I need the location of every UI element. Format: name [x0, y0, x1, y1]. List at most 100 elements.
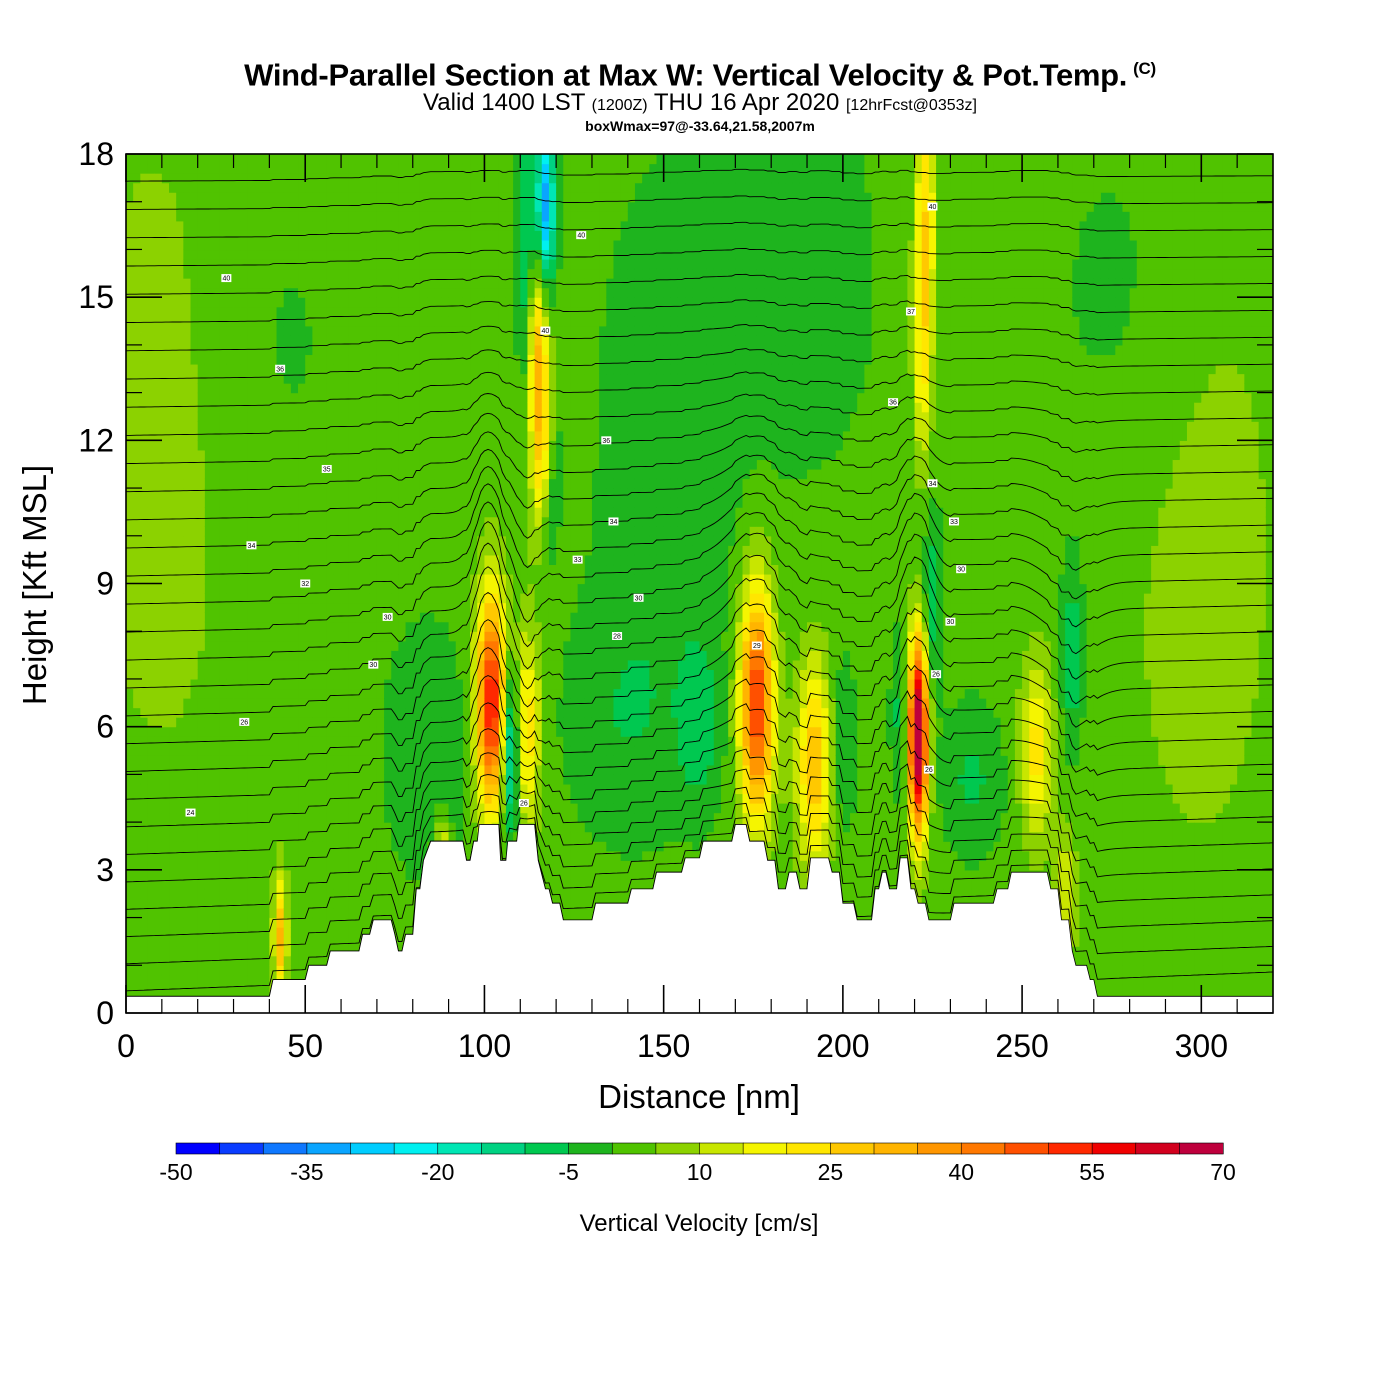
field-cell: [240, 726, 249, 737]
field-cell: [140, 383, 149, 394]
field-cell: [412, 698, 421, 709]
field-cell: [197, 478, 206, 489]
field-cell: [233, 373, 242, 384]
field-cell: [412, 726, 421, 737]
field-cell: [219, 583, 227, 594]
field-cell: [204, 430, 213, 441]
field-cell: [262, 869, 270, 880]
field-cell: [276, 612, 285, 623]
field-cell: [470, 507, 478, 518]
field-cell: [434, 173, 443, 184]
field-cell: [405, 383, 414, 394]
field-cell: [133, 363, 141, 375]
field-cell: [233, 612, 242, 623]
field-cell: [126, 535, 134, 546]
field-cell: [391, 230, 400, 241]
field-cell: [169, 440, 177, 451]
field-cell: [269, 163, 278, 174]
field-cell: [341, 230, 349, 241]
field-cell: [212, 478, 220, 489]
field-cell: [434, 249, 443, 260]
field-cell: [362, 459, 371, 470]
field-cell: [226, 955, 235, 966]
field-cell: [233, 287, 242, 298]
field-cell: [190, 411, 199, 422]
field-cell: [197, 287, 206, 298]
field-cell: [190, 593, 199, 604]
field-cell: [384, 278, 392, 289]
field-cell: [169, 516, 177, 527]
field-cell: [455, 278, 464, 289]
field-cell: [455, 764, 464, 775]
field-cell: [147, 411, 156, 422]
field-cell: [169, 297, 177, 308]
field-cell: [140, 879, 149, 890]
field-cell: [276, 526, 285, 537]
field-cell: [269, 860, 278, 871]
field-cell: [498, 621, 507, 632]
field-cell: [276, 573, 285, 585]
field-cell: [197, 860, 206, 871]
field-cell: [505, 764, 514, 775]
field-cell: [341, 154, 349, 155]
field-cell: [312, 736, 321, 747]
field-cell: [448, 297, 457, 308]
field-cell: [384, 526, 392, 537]
field-cell: [233, 545, 242, 556]
field-cell: [333, 411, 342, 422]
field-cell: [341, 478, 349, 489]
field-cell: [212, 278, 220, 289]
field-cell: [212, 631, 220, 642]
field-cell: [369, 459, 378, 470]
field-cell: [326, 822, 335, 833]
field-cell: [255, 640, 263, 651]
field-cell: [333, 507, 342, 518]
field-cell: [513, 564, 521, 575]
field-cell: [197, 268, 206, 279]
field-cell: [176, 459, 184, 470]
field-cell: [341, 678, 349, 690]
field-cell: [290, 478, 299, 489]
field-cell: [169, 593, 177, 604]
field-cell: [376, 154, 385, 155]
field-cell: [391, 478, 400, 489]
field-cell: [262, 192, 270, 203]
field-cell: [240, 430, 249, 441]
field-cell: [176, 201, 184, 212]
field-cell: [341, 803, 349, 814]
field-cell: [233, 220, 242, 231]
field-cell: [405, 154, 414, 165]
field-cell: [204, 459, 213, 470]
field-cell: [384, 774, 392, 785]
field-cell: [262, 783, 270, 795]
field-cell: [190, 449, 199, 461]
field-cell: [226, 860, 235, 871]
field-cell: [376, 583, 385, 594]
field-cell: [491, 803, 500, 814]
field-cell: [448, 698, 457, 709]
field-cell: [362, 783, 371, 795]
field-cell: [412, 468, 421, 480]
field-cell: [470, 478, 478, 489]
field-cell: [470, 163, 478, 174]
field-cell: [283, 879, 292, 890]
field-cell: [240, 602, 249, 613]
field-cell: [283, 593, 292, 604]
field-cell: [419, 306, 428, 317]
field-cell: [197, 774, 206, 785]
field-cell: [283, 573, 292, 585]
field-cell: [283, 488, 292, 499]
field-cell: [247, 440, 256, 451]
field-cell: [362, 154, 371, 165]
field-cell: [405, 478, 414, 489]
field-cell: [405, 793, 414, 804]
field-cell: [412, 220, 421, 231]
field-cell: [197, 974, 206, 985]
field-cell: [212, 621, 220, 632]
field-cell: [513, 478, 521, 489]
field-cell: [341, 211, 349, 222]
field-cell: [448, 726, 457, 737]
field-cell: [255, 717, 263, 728]
field-cell: [219, 258, 227, 270]
field-cell: [405, 602, 414, 613]
